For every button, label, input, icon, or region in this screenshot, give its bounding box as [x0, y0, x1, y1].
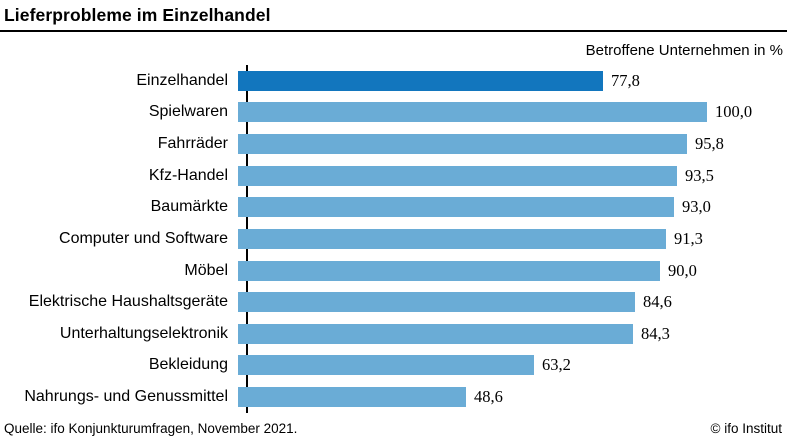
category-label: Fahrräder: [157, 135, 228, 153]
bar: [238, 102, 707, 123]
bar-track: 84,3: [238, 323, 787, 344]
title-divider: [0, 30, 787, 32]
value-label: 91,3: [674, 228, 703, 248]
value-label: 95,8: [695, 134, 724, 154]
bar-track: 100,0: [238, 102, 787, 123]
value-label: 84,3: [641, 323, 670, 343]
category-label: Bekleidung: [148, 356, 228, 374]
value-label: 84,6: [643, 292, 672, 312]
copyright-note: © ifo Institut: [710, 421, 782, 436]
bar-track: 93,0: [238, 197, 787, 218]
chart-header: Lieferprobleme im Einzelhandel Betroffen…: [0, 3, 787, 60]
bar: [238, 134, 687, 155]
bar: [238, 355, 534, 376]
source-note: Quelle: ifo Konjunkturumfragen, November…: [4, 421, 298, 436]
chart-row: Einzelhandel 77,8: [0, 65, 787, 97]
chart-row: Computer und Software 91,3: [0, 223, 787, 255]
category-label: Kfz-Handel: [148, 166, 228, 184]
chart-row: Spielwaren 100,0: [0, 97, 787, 129]
chart-row: Nahrungs- und Genussmittel 48,6: [0, 381, 787, 413]
value-label: 48,6: [474, 387, 503, 407]
value-label: 63,2: [542, 355, 571, 375]
chart-row: Baumärkte 93,0: [0, 192, 787, 224]
category-label: Unterhaltungselektronik: [59, 324, 228, 342]
bar: [238, 165, 677, 186]
bar: [238, 197, 674, 218]
value-label: 90,0: [668, 260, 697, 280]
bar: [238, 323, 633, 344]
value-label: 93,0: [682, 197, 711, 217]
chart-row: Fahrräder 95,8: [0, 128, 787, 160]
bar-track: 93,5: [238, 165, 787, 186]
chart-row: Unterhaltungselektronik 84,3: [0, 318, 787, 350]
value-label: 93,5: [685, 165, 714, 185]
bar-track: 91,3: [238, 228, 787, 249]
bar-track: 63,2: [238, 355, 787, 376]
chart-row: Kfz-Handel 93,5: [0, 160, 787, 192]
category-label: Nahrungs- und Genussmittel: [24, 388, 228, 406]
bar: [238, 292, 635, 313]
bar-track: 95,8: [238, 134, 787, 155]
category-label: Baumärkte: [150, 198, 228, 216]
bar: [238, 387, 466, 408]
category-label: Einzelhandel: [136, 71, 228, 89]
value-label: 77,8: [611, 70, 640, 90]
chart-footer: Quelle: ifo Konjunkturumfragen, November…: [0, 421, 787, 436]
bar-track: 77,8: [238, 70, 787, 91]
bar: [238, 260, 660, 281]
category-label: Möbel: [184, 261, 228, 279]
bar-track: 48,6: [238, 387, 787, 408]
chart-page: Lieferprobleme im Einzelhandel Betroffen…: [0, 3, 787, 443]
value-label: 100,0: [715, 102, 753, 122]
bar: [238, 228, 666, 249]
chart-unit-label: Betroffene Unternehmen in %: [585, 42, 783, 59]
bar-track: 90,0: [238, 260, 787, 281]
chart-row: Elektrische Haushaltsgeräte 84,6: [0, 286, 787, 318]
chart-row: Möbel 90,0: [0, 255, 787, 287]
bar-chart: Einzelhandel 77,8 Spielwaren 100,0 Fahrräder…: [0, 65, 787, 413]
bar-highlighted: [238, 70, 603, 91]
bar-track: 84,6: [238, 292, 787, 313]
chart-row: Bekleidung 63,2: [0, 350, 787, 382]
category-label: Spielwaren: [148, 103, 228, 121]
category-label: Computer und Software: [59, 229, 228, 247]
page-title: Lieferprobleme im Einzelhandel: [4, 5, 271, 25]
category-label: Elektrische Haushaltsgeräte: [28, 293, 228, 311]
